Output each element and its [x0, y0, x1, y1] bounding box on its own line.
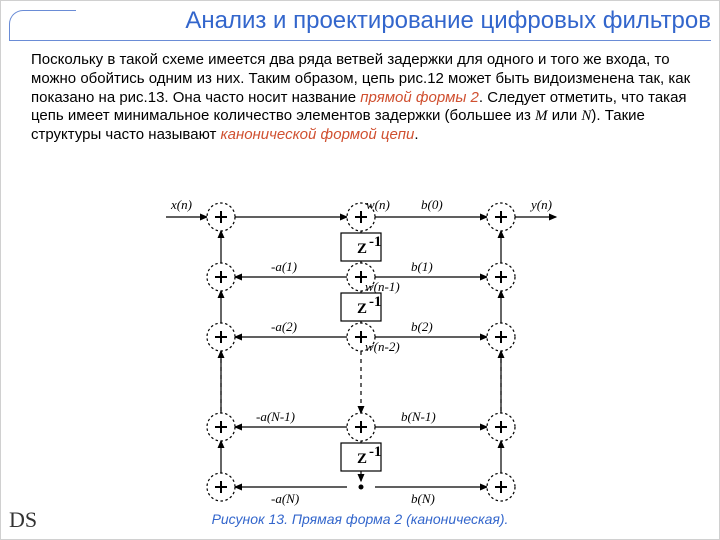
para-3: или: [548, 107, 582, 124]
para-5: .: [414, 126, 418, 143]
body-paragraph: Поскольку в такой схеме имеется два ряда…: [31, 51, 699, 145]
lbl-b1: b(1): [411, 259, 433, 274]
direct-form-2-diagram: Z -1 x(n) w(n) b(0) y(n) -a(1): [161, 191, 561, 511]
lbl-b2: b(2): [411, 319, 433, 334]
footer-initials: DS: [9, 507, 37, 533]
lbl-w2: w(n-2): [365, 339, 400, 354]
lbl-b0: b(0): [421, 197, 443, 212]
lbl-a2: -a(2): [271, 319, 297, 334]
lbl-w0: w(n): [366, 197, 390, 212]
lbl-y: y(n): [529, 197, 552, 212]
lbl-aN: -a(N): [271, 491, 299, 506]
lbl-bN: b(N): [411, 491, 435, 506]
slide-title: Анализ и проектирование цифровых фильтро…: [81, 7, 711, 35]
title-corner: [9, 10, 76, 41]
lbl-aNm1: -a(N-1): [256, 409, 295, 424]
var-M: M: [535, 108, 548, 124]
emph-canonical: канонической формой цепи: [221, 126, 415, 143]
lbl-w1: w(n-1): [365, 279, 400, 294]
slide: Анализ и проектирование цифровых фильтро…: [0, 0, 720, 540]
var-N: N: [581, 108, 591, 124]
lbl-x: x(n): [170, 197, 192, 212]
lbl-a1: -a(1): [271, 259, 297, 274]
figure-caption: Рисунок 13. Прямая форма 2 (каноническая…: [1, 511, 719, 527]
title-rule: [9, 40, 711, 41]
emph-direct-form-2: прямой формы 2: [360, 89, 479, 106]
lbl-bNm1: b(N-1): [401, 409, 436, 424]
